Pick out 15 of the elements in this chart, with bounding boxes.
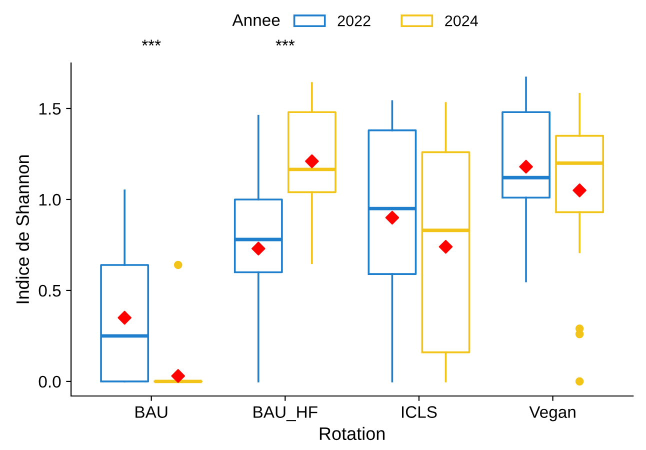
x-tick-label: BAU_HF — [254, 406, 318, 422]
y-axis-title: Indice de Shannon — [16, 155, 30, 304]
y-tick-label: 1.0 — [39, 194, 61, 206]
x-tick-label: Vegan — [529, 406, 576, 422]
text: *** — [276, 40, 295, 46]
legend-label: 2024 — [445, 15, 478, 26]
legend-label: 2022 — [338, 15, 370, 26]
legend-title: Annee — [232, 14, 280, 26]
x-tick-label: ICLS — [402, 406, 437, 418]
x-tick-label: BAU — [136, 406, 168, 418]
y-tick-label: 1.5 — [39, 103, 61, 115]
text: *** — [142, 40, 161, 46]
x-axis-title: Rotation — [320, 426, 385, 440]
y-tick-label: 0.0 — [38, 376, 61, 388]
y-tick-label: 0.5 — [38, 284, 61, 297]
